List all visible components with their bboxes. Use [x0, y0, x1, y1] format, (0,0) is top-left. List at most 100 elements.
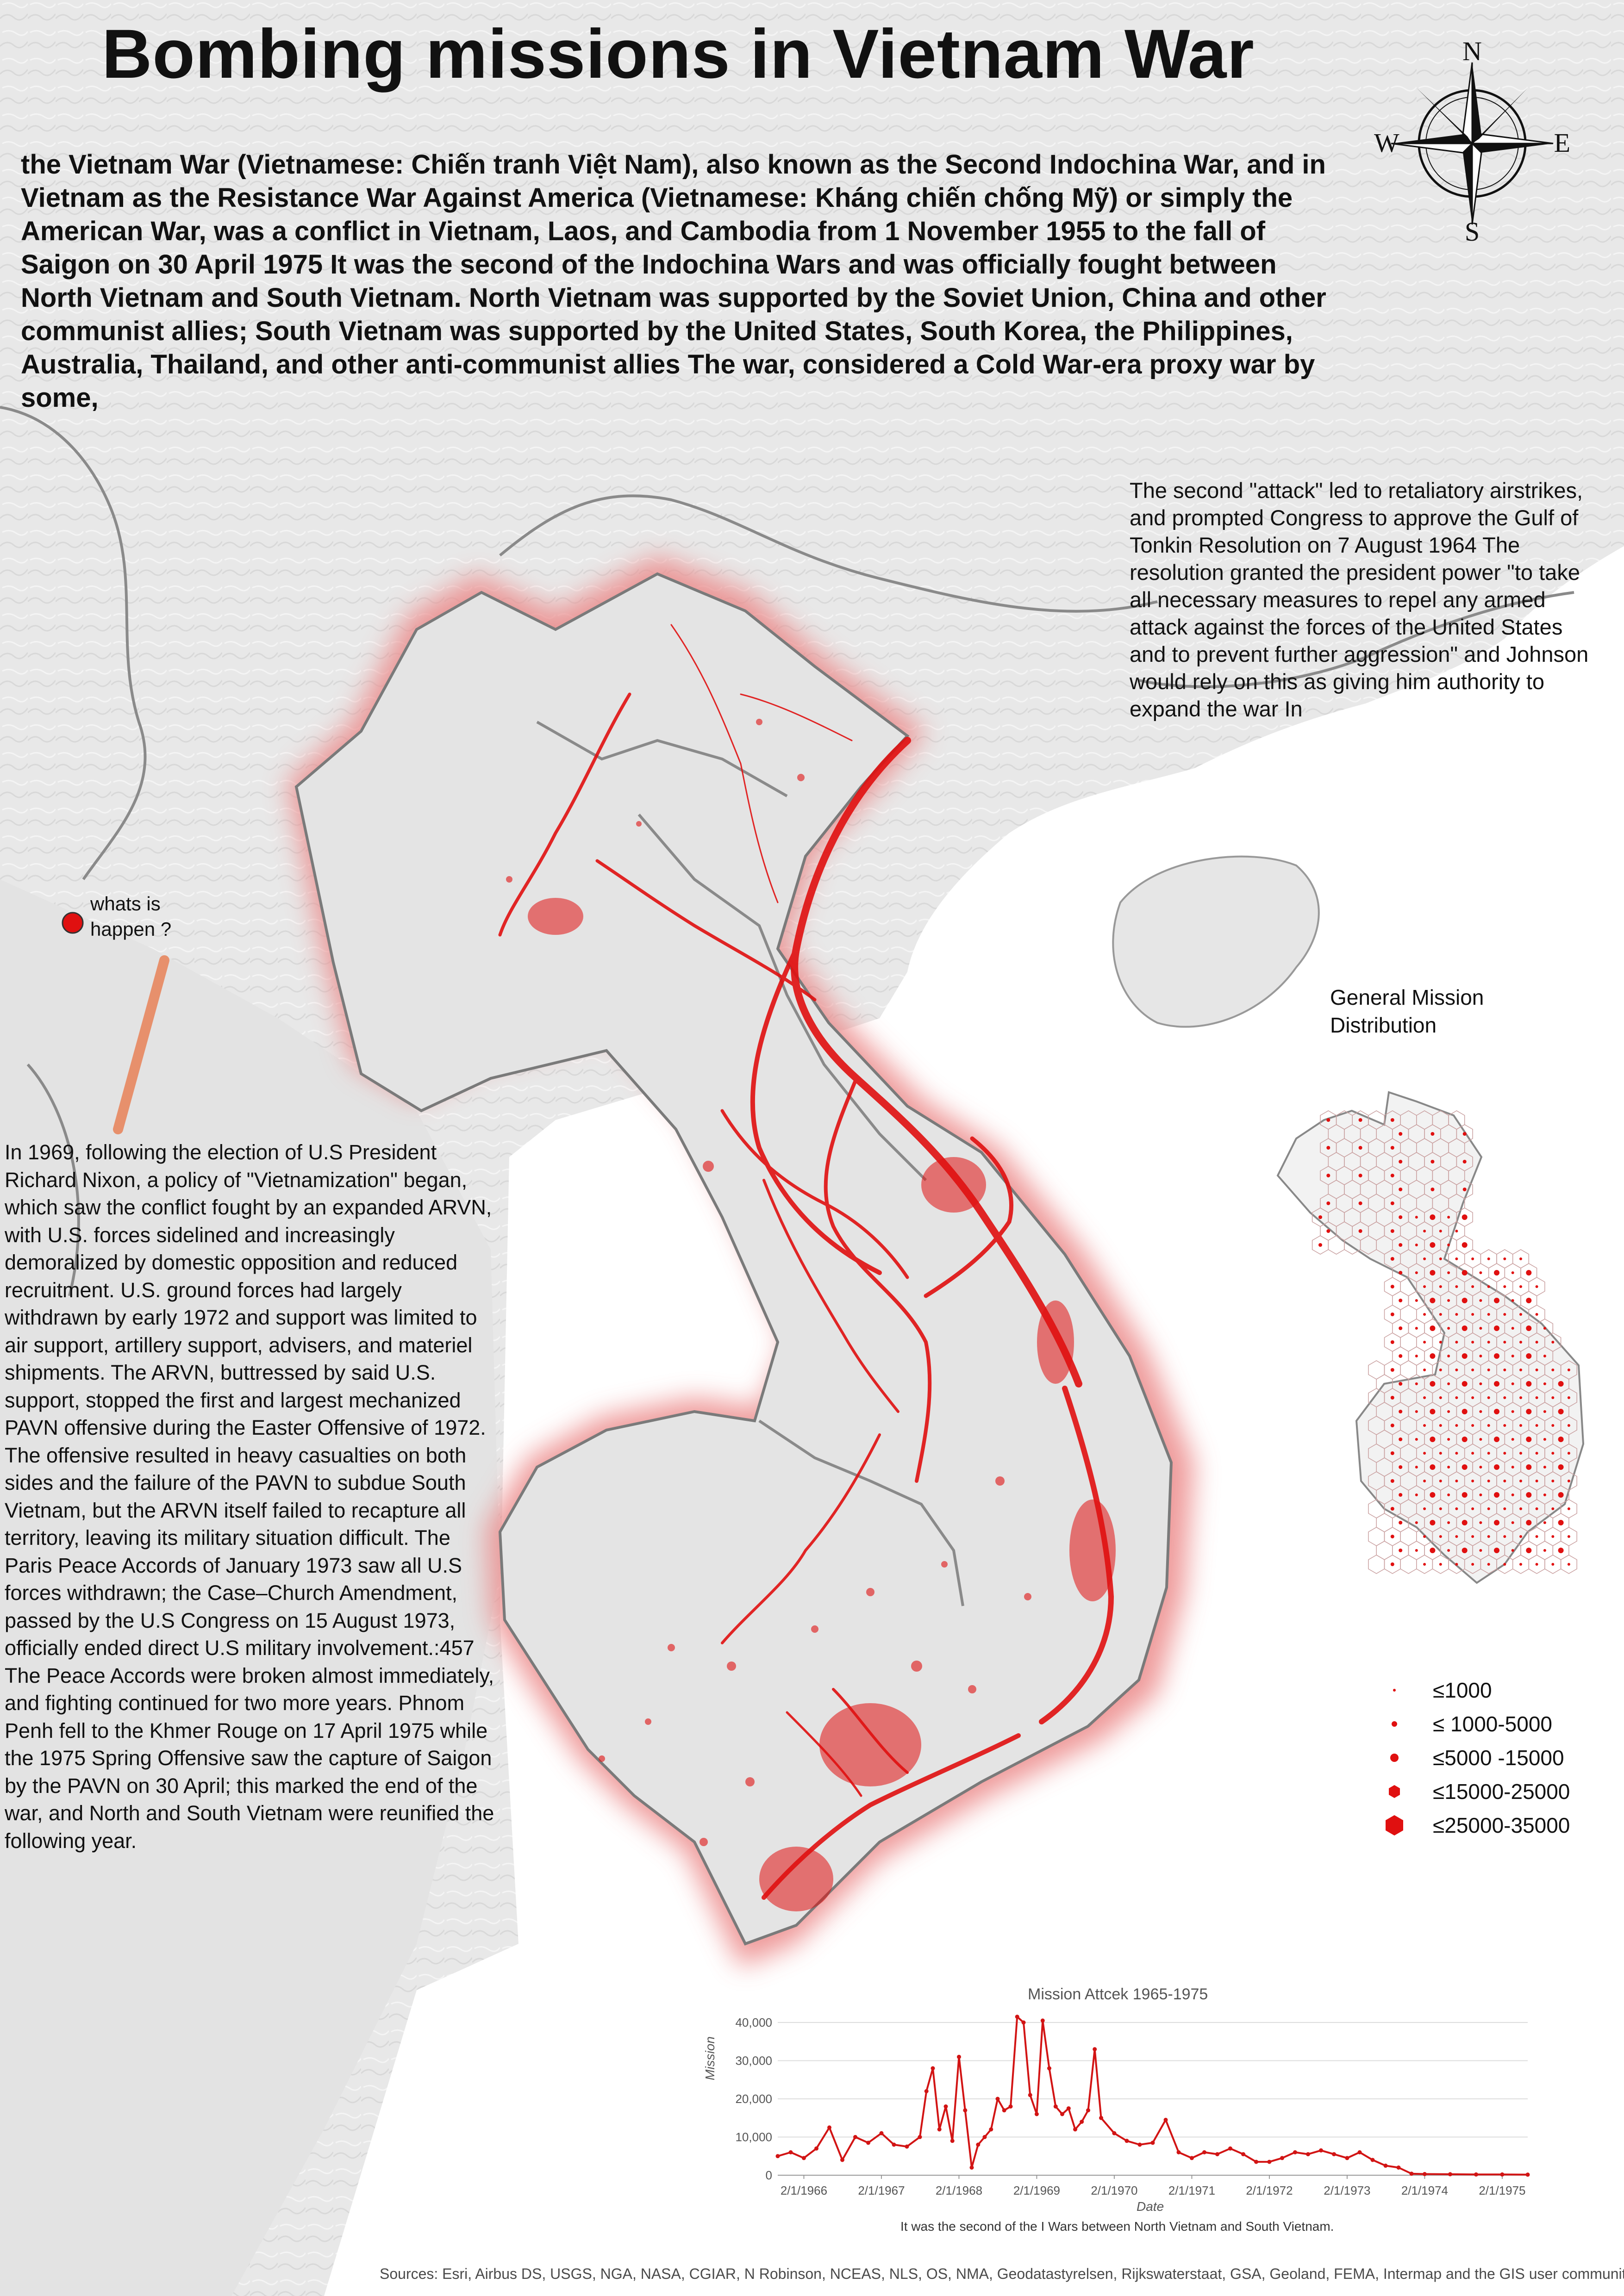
- hex-mission-dot: [1543, 1521, 1546, 1524]
- hex-mission-dot: [1487, 1313, 1490, 1316]
- data-point: [1150, 2140, 1155, 2145]
- gulf-of-tonkin-paragraph: The second "attack" led to retaliatory a…: [1130, 478, 1589, 721]
- hex-mission-dot: [1390, 1313, 1394, 1316]
- hex-mission-dot: [1567, 1424, 1570, 1427]
- hex-mission-dot: [1399, 1243, 1403, 1247]
- hex-mission-dot: [1462, 1214, 1468, 1220]
- data-point: [937, 2127, 942, 2132]
- hex-mission-dot: [1479, 1382, 1482, 1385]
- hex-mission-dot: [1399, 1354, 1403, 1358]
- data-point: [1370, 2158, 1375, 2162]
- data-point: [1047, 2066, 1051, 2071]
- hex-mission-dot: [1447, 1271, 1450, 1274]
- hex-mission-dot: [1551, 1369, 1555, 1371]
- data-point: [1176, 2150, 1181, 2154]
- hex-mission-dot: [1471, 1563, 1474, 1566]
- hex-mission-dot: [1519, 1313, 1522, 1316]
- hex-mission-dot: [1543, 1549, 1546, 1552]
- hex-mission-dot: [1494, 1437, 1499, 1442]
- data-point: [1409, 2172, 1414, 2176]
- hex-mission-dot: [1447, 1216, 1450, 1219]
- hex-mission-dot: [1390, 1396, 1394, 1400]
- data-point: [1396, 2165, 1401, 2170]
- data-point: [1034, 2112, 1039, 2116]
- hex-mission-dot: [1503, 1480, 1506, 1482]
- hex-mission-dot: [1390, 1201, 1394, 1205]
- chart-xlabel: Date: [1137, 2199, 1164, 2214]
- hex-mission-dot: [1511, 1549, 1514, 1552]
- hex-mission-dot: [1503, 1369, 1506, 1371]
- x-tick-label: 2/1/1970: [1091, 2184, 1137, 2197]
- legend-hexagon-xl-icon: [1386, 1815, 1403, 1836]
- data-point: [840, 2158, 844, 2162]
- hex-mission-dot: [1326, 1146, 1330, 1150]
- hex-mission-dot: [1487, 1341, 1490, 1344]
- hex-mission-dot: [1326, 1201, 1330, 1205]
- hex-mission-dot: [1567, 1535, 1570, 1538]
- data-point: [1254, 2159, 1258, 2164]
- hex-mission-dot: [1430, 1437, 1436, 1442]
- hex-mission-dot: [1487, 1285, 1490, 1288]
- hex-mission-dot: [1390, 1285, 1394, 1288]
- data-point: [1383, 2163, 1388, 2168]
- hex-mission-dot: [1462, 1409, 1468, 1414]
- hex-mission-dot: [1535, 1313, 1538, 1316]
- chart-caption: It was the second of the I Wars between …: [900, 2219, 1334, 2234]
- hex-mission-dot: [1535, 1396, 1538, 1399]
- compass-n: N: [1462, 42, 1482, 66]
- hex-mission-dot: [1551, 1480, 1555, 1482]
- hex-mission-dot: [1494, 1464, 1499, 1470]
- marker-dot[interactable]: [62, 912, 84, 934]
- hex-mission-dot: [1567, 1396, 1570, 1399]
- data-point: [1021, 2020, 1026, 2025]
- hex-mission-dot: [1567, 1452, 1570, 1455]
- hex-mission-dot: [1558, 1437, 1564, 1442]
- data-point: [1066, 2106, 1071, 2111]
- compass-rose-icon: N S W E: [1374, 42, 1570, 245]
- hex-mission-dot: [1494, 1353, 1499, 1359]
- hex-mission-dot: [1543, 1493, 1546, 1496]
- data-point: [969, 2165, 974, 2170]
- hex-mission-dot: [1430, 1492, 1436, 1498]
- data-point: [963, 2108, 968, 2113]
- hex-mission-dot: [1399, 1188, 1403, 1191]
- mission-chart: Mission Attcek 1965-1975 Mission 0 10,000…: [703, 1985, 1542, 2245]
- hex-mission-dot: [1415, 1244, 1418, 1246]
- data-point: [1080, 2120, 1084, 2124]
- chart-title: Mission Attcek 1965-1975: [1028, 1985, 1208, 2003]
- hex-mission-dot: [1503, 1313, 1506, 1316]
- x-tick-label: 2/1/1972: [1246, 2184, 1293, 2197]
- data-point: [1319, 2148, 1323, 2153]
- hex-mission-dot: [1526, 1353, 1532, 1359]
- hex-mission-dot: [1415, 1216, 1418, 1219]
- hex-mission-dot: [1519, 1257, 1522, 1260]
- data-point: [1073, 2127, 1077, 2132]
- hex-mission-dot: [1494, 1381, 1499, 1387]
- data-point: [989, 2127, 993, 2132]
- data-point: [1189, 2156, 1194, 2160]
- hex-mission-dot: [1326, 1174, 1330, 1177]
- data-point: [918, 2135, 922, 2139]
- x-tick-label: 2/1/1967: [858, 2184, 905, 2197]
- hex-mission-dot: [1430, 1132, 1435, 1136]
- hex-mission-dot: [1447, 1355, 1450, 1357]
- hex-mission-dot: [1535, 1480, 1538, 1482]
- hex-mission-dot: [1471, 1396, 1474, 1399]
- hex-mission-dot: [1439, 1396, 1442, 1399]
- hex-mission-dot: [1390, 1479, 1394, 1483]
- hex-mission-dot: [1447, 1327, 1450, 1330]
- hex-mission-dot: [1390, 1368, 1394, 1372]
- hex-mission-dot: [1423, 1285, 1426, 1288]
- hex-mission-dot: [1415, 1299, 1418, 1302]
- data-point: [1474, 2172, 1478, 2177]
- hex-mission-dot: [1399, 1465, 1403, 1469]
- hex-mission-dot: [1455, 1313, 1458, 1316]
- hex-mission-dot: [1390, 1451, 1394, 1455]
- hex-mission-dot: [1423, 1369, 1426, 1371]
- y-tick-label: 40,000: [735, 2016, 772, 2029]
- data-point: [957, 2054, 961, 2059]
- hex-mission-dot: [1471, 1507, 1474, 1510]
- hainan-island: [1112, 855, 1320, 1028]
- data-point: [853, 2135, 857, 2139]
- hex-mission-dot: [1430, 1325, 1436, 1331]
